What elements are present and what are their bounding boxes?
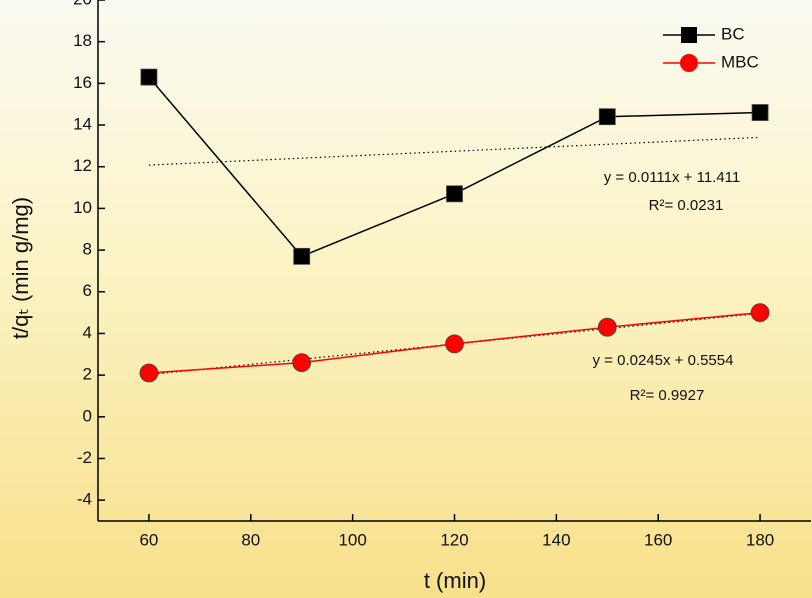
trend-equation: y = 0.0245x + 0.5554 (593, 352, 734, 369)
marker (751, 304, 769, 322)
x-tick-label: 100 (338, 530, 366, 549)
marker (752, 105, 768, 121)
x-tick-label: 120 (440, 530, 468, 549)
series-line (149, 77, 760, 256)
trendline (149, 137, 760, 165)
y-tick-label: 20 (73, 0, 92, 8)
y-tick-label: 6 (83, 281, 92, 300)
marker (599, 109, 615, 125)
y-tick-label: 14 (73, 115, 92, 134)
y-tick-label: 4 (83, 323, 92, 342)
y-tick-label: 10 (73, 198, 92, 217)
x-tick-label: 80 (241, 530, 260, 549)
y-tick-label: -4 (77, 490, 92, 509)
x-tick-label: 140 (542, 530, 570, 549)
y-tick-label: 2 (83, 365, 92, 384)
marker (294, 248, 310, 264)
y-tick-label: 16 (73, 73, 92, 92)
trend-equation: y = 0.0111x + 11.411 (604, 169, 741, 186)
x-tick-label: 160 (644, 530, 672, 549)
x-tick-label: 180 (746, 530, 774, 549)
legend-marker (681, 27, 697, 43)
marker (446, 335, 464, 353)
y-tick-label: 18 (73, 31, 92, 50)
chart: t (min) t/qₜ (min g/mg) -4 -2 0 2 4 6 8 10 12 14 1… (0, 0, 812, 598)
y-tick-label: 12 (73, 156, 92, 175)
marker (141, 69, 157, 85)
legend-label: MBC (721, 52, 759, 71)
legend-marker (680, 54, 698, 72)
y-tick-label: -2 (77, 448, 92, 467)
legend-label: BC (721, 24, 745, 43)
marker (598, 318, 616, 336)
x-axis-label: t (min) (424, 568, 486, 593)
trend-r2: R²= 0.0231 (649, 197, 724, 214)
marker (293, 354, 311, 372)
y-tick-label: 8 (83, 240, 92, 259)
y-axis-label: t/qₜ (min g/mg) (8, 197, 33, 339)
trend-r2: R²= 0.9927 (630, 387, 705, 404)
marker (140, 364, 158, 382)
marker (447, 186, 463, 202)
x-tick-label: 60 (139, 530, 158, 549)
y-tick-label: 0 (83, 406, 92, 425)
